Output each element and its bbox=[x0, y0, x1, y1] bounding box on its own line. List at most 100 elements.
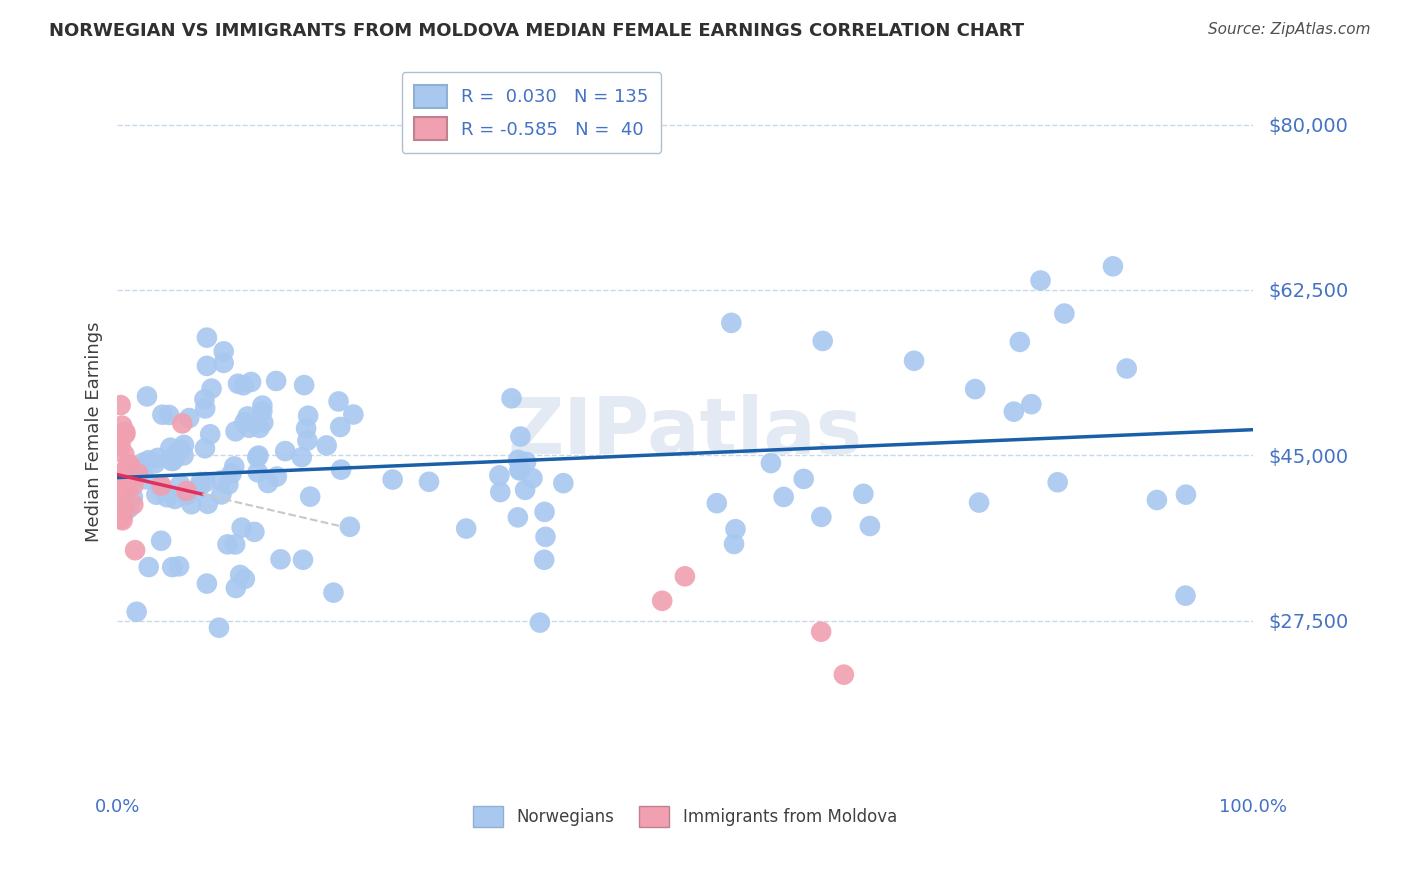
Point bbox=[322, 585, 344, 599]
Point bbox=[811, 334, 834, 348]
Point bbox=[515, 455, 537, 469]
Point bbox=[112, 498, 135, 512]
Point bbox=[122, 498, 145, 512]
Point bbox=[120, 458, 142, 472]
Point bbox=[212, 344, 235, 359]
Point bbox=[195, 576, 218, 591]
Point bbox=[291, 450, 314, 465]
Point bbox=[209, 474, 232, 488]
Point bbox=[110, 439, 132, 453]
Point bbox=[249, 421, 271, 435]
Point bbox=[156, 490, 179, 504]
Point bbox=[236, 409, 259, 424]
Point bbox=[291, 553, 314, 567]
Point bbox=[1046, 475, 1069, 490]
Point bbox=[534, 530, 557, 544]
Point bbox=[110, 512, 132, 526]
Point bbox=[212, 356, 235, 370]
Point bbox=[489, 485, 512, 500]
Point bbox=[110, 482, 132, 496]
Point bbox=[1115, 361, 1137, 376]
Point bbox=[229, 568, 252, 582]
Point bbox=[170, 442, 193, 457]
Point bbox=[150, 533, 173, 548]
Point bbox=[1053, 307, 1076, 321]
Point bbox=[194, 442, 217, 456]
Point bbox=[122, 490, 145, 504]
Point bbox=[194, 475, 217, 489]
Point bbox=[522, 471, 544, 485]
Point bbox=[179, 411, 201, 425]
Point bbox=[513, 483, 536, 497]
Point bbox=[224, 459, 246, 474]
Point bbox=[173, 449, 195, 463]
Point bbox=[651, 594, 673, 608]
Point bbox=[162, 454, 184, 468]
Point bbox=[166, 446, 188, 460]
Point bbox=[110, 472, 132, 486]
Point bbox=[1102, 260, 1125, 274]
Text: NORWEGIAN VS IMMIGRANTS FROM MOLDOVA MEDIAN FEMALE EARNINGS CORRELATION CHART: NORWEGIAN VS IMMIGRANTS FROM MOLDOVA MED… bbox=[49, 22, 1025, 40]
Point bbox=[136, 389, 159, 403]
Point bbox=[297, 409, 319, 423]
Point bbox=[509, 462, 531, 476]
Point bbox=[1175, 488, 1198, 502]
Point bbox=[967, 495, 990, 509]
Point bbox=[720, 316, 742, 330]
Point bbox=[233, 415, 256, 429]
Point bbox=[114, 427, 136, 442]
Point bbox=[1021, 397, 1043, 411]
Point bbox=[266, 469, 288, 483]
Point bbox=[246, 465, 269, 479]
Point bbox=[162, 560, 184, 574]
Point bbox=[793, 472, 815, 486]
Point bbox=[112, 447, 135, 461]
Point bbox=[160, 454, 183, 468]
Point bbox=[238, 421, 260, 435]
Point bbox=[553, 476, 575, 491]
Point bbox=[772, 490, 794, 504]
Text: ZIPatlas: ZIPatlas bbox=[508, 393, 862, 469]
Point bbox=[501, 392, 523, 406]
Point bbox=[117, 476, 139, 491]
Point bbox=[1029, 273, 1052, 287]
Point bbox=[209, 487, 232, 501]
Point bbox=[270, 552, 292, 566]
Point bbox=[163, 491, 186, 506]
Point bbox=[240, 375, 263, 389]
Point bbox=[138, 560, 160, 574]
Point bbox=[381, 473, 404, 487]
Point bbox=[112, 477, 135, 491]
Point bbox=[706, 496, 728, 510]
Point bbox=[247, 449, 270, 463]
Point bbox=[217, 537, 239, 551]
Point bbox=[157, 408, 180, 422]
Point bbox=[194, 401, 217, 416]
Point bbox=[173, 438, 195, 452]
Point bbox=[112, 495, 135, 509]
Point bbox=[112, 475, 135, 490]
Point bbox=[111, 502, 134, 516]
Point bbox=[456, 522, 478, 536]
Point bbox=[217, 477, 239, 491]
Point bbox=[169, 477, 191, 491]
Legend: Norwegians, Immigrants from Moldova: Norwegians, Immigrants from Moldova bbox=[467, 799, 904, 834]
Point bbox=[810, 509, 832, 524]
Point bbox=[224, 537, 246, 551]
Point bbox=[172, 417, 194, 431]
Point bbox=[257, 475, 280, 490]
Point bbox=[903, 353, 925, 368]
Point bbox=[127, 467, 149, 481]
Point bbox=[117, 458, 139, 472]
Point bbox=[1002, 404, 1025, 418]
Point bbox=[724, 522, 747, 536]
Point bbox=[188, 480, 211, 494]
Point bbox=[111, 418, 134, 433]
Point bbox=[759, 456, 782, 470]
Point bbox=[315, 438, 337, 452]
Point bbox=[159, 441, 181, 455]
Point bbox=[225, 425, 247, 439]
Point bbox=[508, 453, 530, 467]
Point bbox=[197, 497, 219, 511]
Point bbox=[295, 421, 318, 435]
